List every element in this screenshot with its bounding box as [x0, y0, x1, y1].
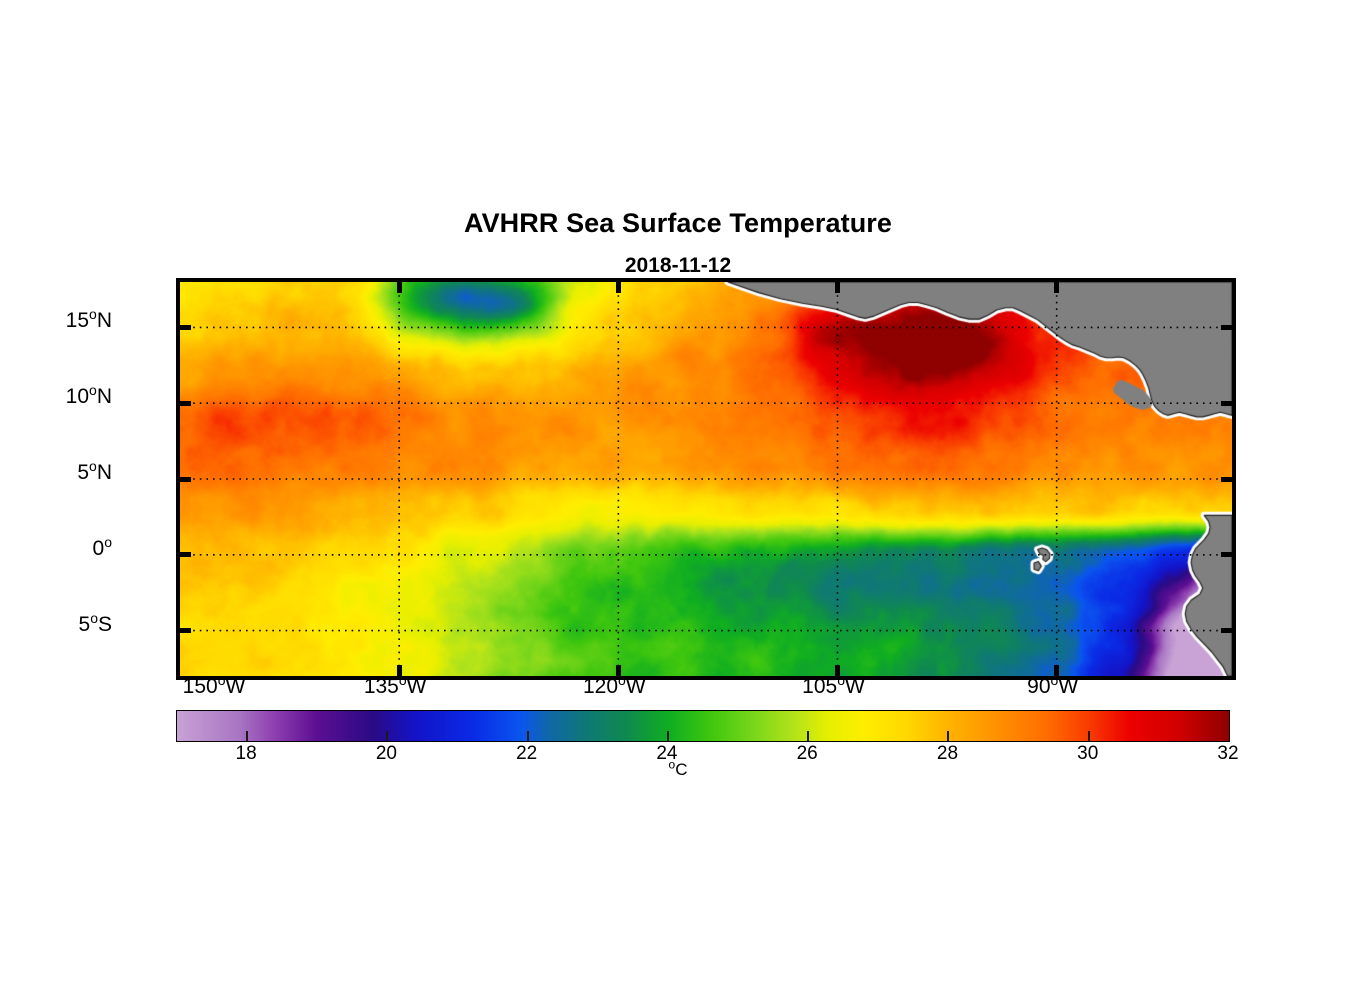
colorbar-tick-mark [947, 731, 950, 741]
degree-icon: o [89, 458, 97, 474]
colorbar-tick-mark [807, 731, 810, 741]
page-title: AVHRR Sea Surface Temperature [463, 208, 893, 238]
x-axis-label: 150oW [182, 673, 246, 698]
x-tick-mark [615, 665, 621, 676]
x-tick-mark-top [396, 282, 402, 293]
degree-icon: o [89, 382, 97, 399]
y-axis-label-value: 10 [65, 385, 90, 409]
colorbar-tick-mark [1087, 731, 1090, 741]
colorbar-axes[interactable] [176, 710, 1230, 742]
x-axis-label-hemisphere: W [845, 675, 865, 698]
x-tick-mark [835, 665, 840, 676]
y-tick-mark [180, 324, 191, 330]
y-axis-label-hemisphere: S [97, 612, 112, 636]
y-axis-label-hemisphere: N [96, 385, 112, 409]
x-axis-label-value: 150 [182, 675, 218, 698]
subtitle-date: 2018-11-12 [624, 254, 732, 277]
x-axis-label-value: 90 [1027, 675, 1051, 698]
colorbar-tick-label: 26 [796, 743, 818, 764]
y-axis-label: 5oN [77, 459, 112, 484]
degree-icon: o [104, 533, 112, 550]
colorbar-gradient [177, 711, 1229, 741]
x-axis-label-value: 135 [363, 675, 399, 698]
degree-icon: o [1050, 672, 1059, 688]
y-tick-mark-right [1221, 552, 1232, 558]
x-axis-label-hemisphere: W [225, 675, 246, 698]
x-tick-mark [396, 665, 402, 676]
x-axis-label-hemisphere: W [1058, 675, 1079, 698]
y-tick-mark [180, 400, 191, 406]
y-tick-mark [180, 552, 191, 558]
colorbar-unit-text: C [675, 760, 688, 779]
y-axis-label-hemisphere: N [96, 461, 112, 484]
colorbar-tick-label: 24 [656, 743, 678, 764]
map-axes[interactable] [176, 278, 1236, 680]
degree-icon: o [398, 672, 407, 688]
y-tick-mark [180, 628, 191, 634]
y-axis-label-value: 5 [77, 461, 90, 484]
y-tick-mark [180, 476, 191, 482]
colorbar-tick-label: 32 [1217, 743, 1239, 764]
colorbar-tick-label: 22 [516, 743, 538, 764]
y-axis-label-value: 0 [92, 536, 105, 560]
x-axis-label: 120oW [582, 673, 646, 698]
colorbar-tick-label: 28 [936, 743, 959, 764]
colorbar-tick-mark [386, 731, 389, 741]
colorbar-tick-label: 30 [1077, 743, 1099, 764]
x-axis-label: 135oW [363, 673, 427, 698]
colorbar-unit-label: oC [668, 757, 688, 779]
y-tick-mark-right [1221, 400, 1232, 406]
y-axis-label-value: 15 [65, 309, 90, 333]
degree-icon: o [217, 672, 226, 688]
x-axis-label-hemisphere: W [625, 675, 646, 698]
degree-icon: o [837, 672, 846, 688]
y-axis-label: 15oN [65, 307, 112, 333]
x-axis-label-value: 105 [802, 675, 838, 698]
colorbar-tick-label: 20 [375, 743, 397, 764]
colorbar-tick-label: 18 [235, 743, 257, 764]
x-axis-label: 90oW [1027, 673, 1079, 698]
y-axis-label: 10oN [65, 383, 112, 409]
y-tick-mark-right [1221, 324, 1232, 330]
x-axis-label: 105oW [802, 673, 865, 698]
colorbar-tick-mark [666, 731, 669, 741]
degree-icon: o [89, 306, 97, 323]
x-tick-mark [1054, 665, 1060, 676]
y-tick-mark-right [1221, 476, 1232, 482]
y-axis-label-hemisphere: N [96, 309, 112, 333]
sst-heatmap [180, 282, 1232, 676]
y-axis-label: 5oS [78, 611, 113, 636]
y-tick-mark-right [1221, 628, 1232, 634]
colorbar-tick-mark [246, 731, 249, 741]
x-axis-label-hemisphere: W [406, 675, 427, 698]
degree-icon: o [618, 672, 626, 688]
y-axis-label-value: 5 [78, 612, 91, 636]
x-axis-label-value: 120 [582, 675, 619, 698]
x-tick-mark-top [1054, 282, 1060, 293]
colorbar-tick-mark [526, 731, 529, 741]
x-tick-mark-top [615, 282, 621, 293]
degree-icon: o [90, 609, 98, 626]
y-axis-label: 0o [92, 535, 112, 560]
x-tick-mark-top [835, 282, 840, 293]
